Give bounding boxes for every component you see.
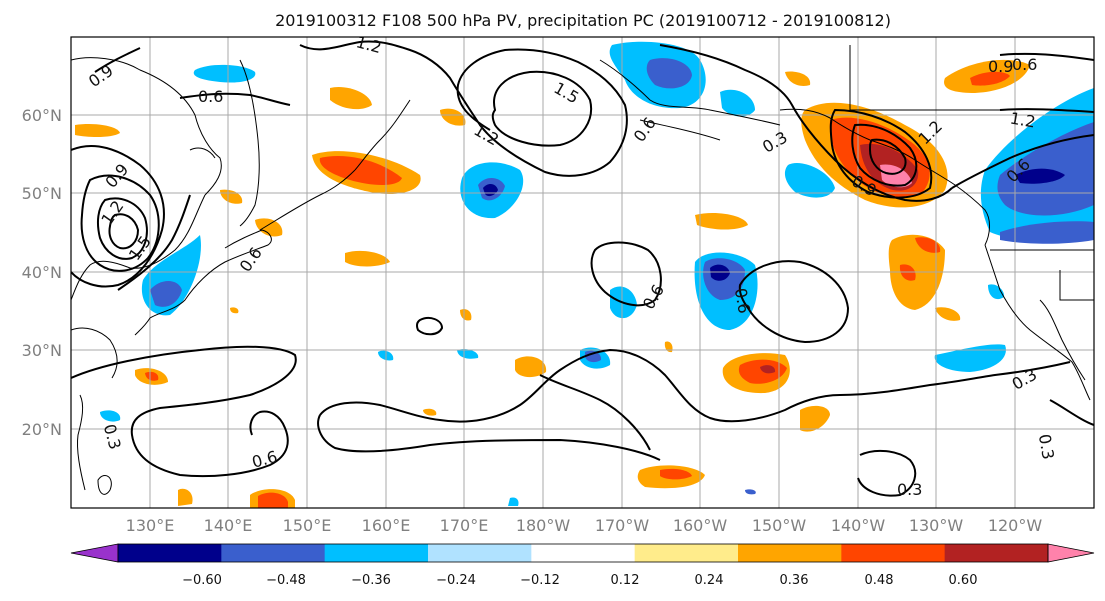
lat-label: 40°N	[22, 263, 62, 282]
pv-contours	[71, 40, 1094, 497]
contour-label: 0.3	[897, 480, 922, 499]
colorbar-tick-label: 0.48	[865, 573, 894, 588]
lon-label: 180°W	[516, 516, 571, 535]
colorbar-tick-label: 0.60	[949, 573, 978, 588]
lon-label: 160°E	[362, 516, 411, 535]
lat-label: 50°N	[22, 184, 62, 203]
colorbar-extend-high	[1047, 543, 1095, 563]
colorbar-swatch	[324, 544, 429, 562]
colorbar-frame	[117, 543, 1049, 563]
colorbar-tick-label: −0.36	[351, 573, 391, 588]
colorbar-tick-labels: −0.60 −0.48 −0.36 −0.24 −0.12 0.12 0.24 …	[182, 573, 977, 588]
colorbar-swatch	[428, 544, 532, 562]
colorbar-swatch	[118, 544, 222, 562]
colorbar-tick-label: −0.12	[520, 573, 560, 588]
colorbar-tick-label: −0.48	[266, 573, 306, 588]
lat-label: 20°N	[22, 420, 62, 439]
colorbar-swatch	[634, 544, 739, 562]
colorbar-tick-label: 0.12	[611, 573, 640, 588]
contour-label: 1.2	[354, 32, 384, 57]
precip-negative-shading	[100, 41, 1094, 506]
lon-label: 130°E	[126, 516, 175, 535]
colorbar-swatch	[531, 544, 636, 562]
contour-label: 1.2	[1009, 108, 1037, 131]
lon-label: 170°W	[595, 516, 650, 535]
map-frame	[70, 36, 1095, 509]
colorbar-tick-label: 0.24	[695, 573, 724, 588]
lon-label: 160°W	[673, 516, 728, 535]
colorbar: −0.60 −0.48 −0.36 −0.24 −0.12 0.12 0.24 …	[70, 543, 1095, 588]
lon-label: 140°W	[831, 516, 886, 535]
contour-label: 0.6	[731, 287, 754, 315]
colorbar-swatch	[221, 544, 326, 562]
contour-label: 0.6	[1012, 55, 1037, 74]
contour-label: 0.3	[1035, 433, 1058, 461]
lat-label: 60°N	[22, 106, 62, 125]
colorbar-swatch	[841, 544, 946, 562]
latitude-labels: 60°N 50°N 40°N 30°N 20°N	[22, 106, 62, 439]
lon-label: 150°E	[283, 516, 332, 535]
colorbar-swatch	[944, 544, 1049, 562]
lon-label: 150°W	[752, 516, 807, 535]
colorbar-tick-label: −0.24	[436, 573, 476, 588]
colorbar-swatches	[70, 543, 1095, 563]
colorbar-swatch	[738, 544, 842, 562]
longitude-labels: 130°E 140°E 150°E 160°E 170°E 180°W 170°…	[126, 516, 1043, 535]
lon-label: 140°E	[204, 516, 253, 535]
lon-label: 120°W	[988, 516, 1043, 535]
colorbar-tick-label: −0.60	[182, 573, 222, 588]
colorbar-tick-label: 0.36	[780, 573, 809, 588]
contour-label: 0.6	[198, 87, 223, 106]
map-panel: 0.9 1.2 0.6 1.5 1.2 0.6 1.2 0.9 1.5 0.6 …	[71, 32, 1094, 508]
lon-label: 130°W	[909, 516, 964, 535]
lat-label: 30°N	[22, 341, 62, 360]
lon-label: 170°E	[440, 516, 489, 535]
chart-title: 2019100312 F108 500 hPa PV, precipitatio…	[275, 11, 891, 30]
contour-label: 0.9	[988, 57, 1013, 76]
colorbar-extend-low	[70, 543, 119, 563]
